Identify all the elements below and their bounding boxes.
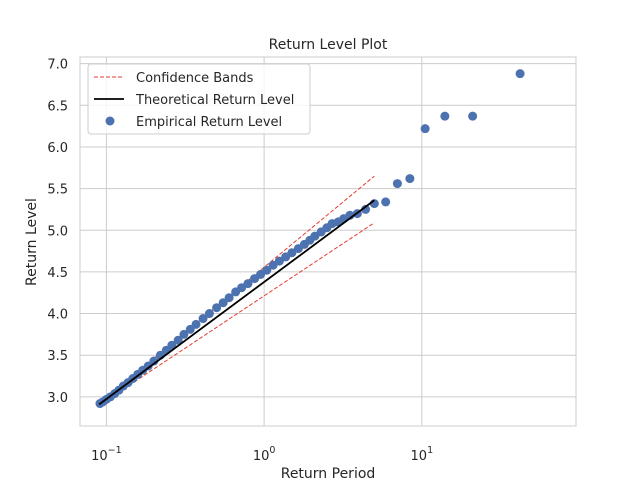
x-tick-label: 100 xyxy=(253,445,276,464)
legend-point-swatch xyxy=(105,116,115,126)
y-tick-label: 6.5 xyxy=(47,99,68,114)
empirical-point xyxy=(224,293,234,303)
legend: Confidence Bands Theoretical Return Leve… xyxy=(87,63,311,135)
plot-frame xyxy=(79,56,577,427)
y-tick-label: 3.0 xyxy=(47,391,68,406)
theoretical-return-level-line xyxy=(98,199,375,406)
y-tick-label: 4.5 xyxy=(47,266,68,281)
empirical-point xyxy=(420,124,430,134)
legend-box xyxy=(87,63,311,135)
x-tick-exponent: 1 xyxy=(427,445,433,456)
empirical-point xyxy=(440,111,450,121)
empirical-point xyxy=(381,197,391,207)
legend-label-confidence-bands: Confidence Bands xyxy=(136,71,254,86)
empirical-point xyxy=(237,283,247,293)
empirical-point xyxy=(405,174,415,184)
empirical-point xyxy=(361,204,371,214)
empirical-point xyxy=(243,279,253,289)
empirical-point xyxy=(167,340,177,350)
theoretical-line-layer xyxy=(98,199,375,406)
confidence-band-lower xyxy=(98,222,375,406)
y-tick-label: 5.0 xyxy=(47,224,68,239)
grid xyxy=(80,57,576,426)
x-tick-base: 10 xyxy=(91,449,108,464)
legend-label-empirical: Empirical Return Level xyxy=(136,115,282,130)
confidence-bands xyxy=(98,175,375,406)
empirical-point xyxy=(515,69,525,79)
x-tick-exponent: 0 xyxy=(269,445,275,456)
empirical-point xyxy=(287,248,297,258)
empirical-point xyxy=(218,298,228,308)
y-tick-label: 4.0 xyxy=(47,308,68,323)
empirical-point xyxy=(468,111,478,121)
x-tick-base: 10 xyxy=(253,449,270,464)
y-tick-label: 5.5 xyxy=(47,183,68,198)
x-tick-label: 101 xyxy=(411,445,434,464)
empirical-point xyxy=(179,329,189,339)
empirical-point xyxy=(149,356,159,366)
y-tick-label: 7.0 xyxy=(47,58,68,73)
empirical-point xyxy=(392,179,402,189)
x-tick-label: 10−1 xyxy=(91,445,122,464)
empirical-point xyxy=(173,335,183,345)
y-tick-label: 3.5 xyxy=(47,349,68,364)
empirical-point xyxy=(212,303,222,313)
x-tick-exponent: −1 xyxy=(108,445,122,456)
confidence-band-upper xyxy=(98,175,375,404)
empirical-point xyxy=(204,309,214,319)
empirical-point xyxy=(262,265,272,275)
y-axis-label: Return Level xyxy=(24,198,40,286)
chart-title: Return Level Plot xyxy=(269,37,388,53)
x-axis-label: Return Period xyxy=(281,466,376,480)
legend-label-theoretical: Theoretical Return Level xyxy=(135,93,294,108)
empirical-point xyxy=(191,319,201,329)
x-tick-base: 10 xyxy=(411,449,428,464)
empirical-point xyxy=(198,314,208,324)
y-tick-label: 6.0 xyxy=(47,141,68,156)
